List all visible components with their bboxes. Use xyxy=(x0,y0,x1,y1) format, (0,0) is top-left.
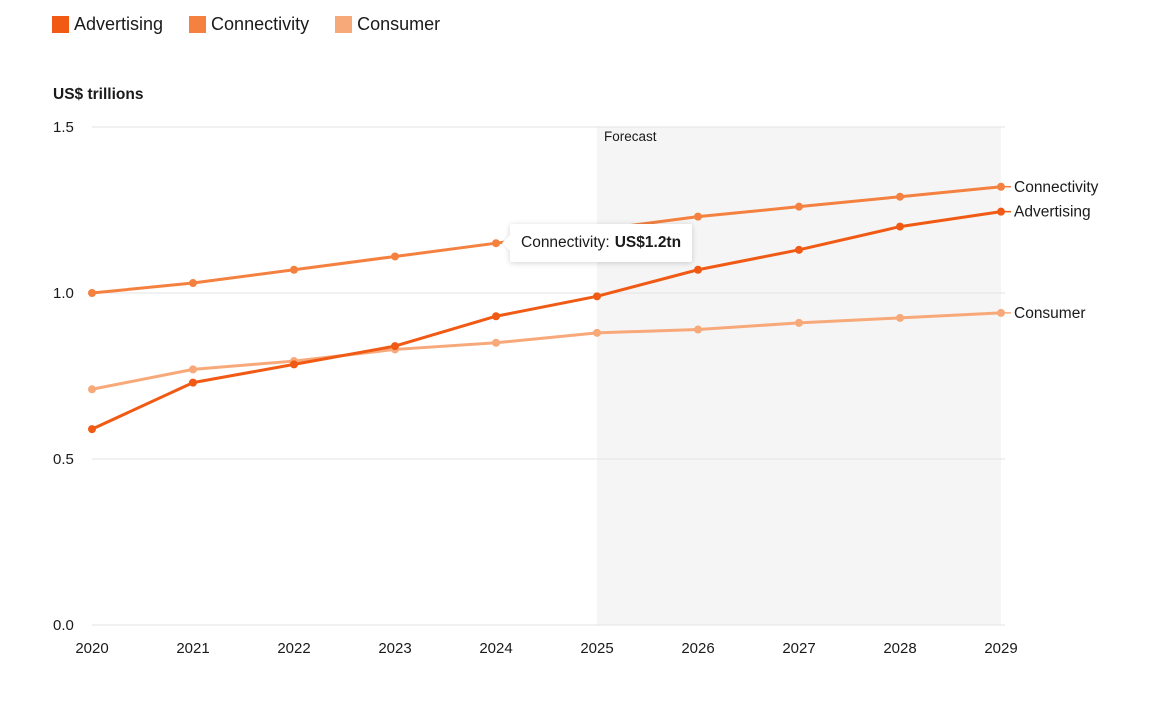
x-tick-label: 2026 xyxy=(681,640,714,657)
data-point-advertising xyxy=(593,292,601,301)
data-point-advertising xyxy=(896,222,904,231)
forecast-label: Forecast xyxy=(604,129,657,144)
end-label-advertising: Advertising xyxy=(1014,204,1091,221)
x-tick-label: 2029 xyxy=(984,640,1017,657)
series-line-advertising xyxy=(91,210,1002,431)
y-tick-label: 1.0 xyxy=(53,285,74,302)
legend-item-advertising[interactable]: Advertising xyxy=(52,14,163,35)
data-point-consumer xyxy=(492,338,500,347)
x-tick-label: 2021 xyxy=(176,640,209,657)
data-point-connectivity xyxy=(896,192,904,201)
x-tick-label: 2023 xyxy=(378,640,411,657)
legend-swatch-connectivity xyxy=(189,16,207,33)
data-point-advertising xyxy=(795,245,803,254)
y-tick-label: 0.5 xyxy=(53,451,74,468)
x-tick-label: 2024 xyxy=(479,640,512,657)
legend-label: Advertising xyxy=(74,14,164,34)
y-tick-label: 1.5 xyxy=(53,119,74,136)
data-point-advertising xyxy=(88,425,96,434)
data-tooltip: Connectivity: US$1.2tn xyxy=(510,224,693,262)
data-point-advertising xyxy=(391,342,399,351)
data-point-advertising xyxy=(492,312,500,321)
x-tick-label: 2028 xyxy=(883,640,916,657)
data-point-connectivity xyxy=(290,265,298,274)
legend-swatch-consumer xyxy=(335,16,353,33)
forecast-region xyxy=(597,127,1001,625)
data-point-connectivity xyxy=(391,252,399,261)
data-point-connectivity xyxy=(492,239,500,248)
series-line-consumer xyxy=(91,311,1002,391)
data-point-advertising xyxy=(189,378,197,387)
data-point-advertising xyxy=(290,360,298,369)
legend-label: Consumer xyxy=(357,14,441,34)
data-point-connectivity xyxy=(694,212,702,221)
x-tick-label: 2020 xyxy=(75,640,108,657)
data-point-consumer xyxy=(88,385,96,394)
x-tick-label: 2027 xyxy=(782,640,815,657)
x-tick-label: 2022 xyxy=(277,640,310,657)
legend: Advertising Connectivity Consumer xyxy=(52,14,466,35)
data-point-connectivity xyxy=(189,279,197,288)
data-point-connectivity xyxy=(88,289,96,297)
y-axis-unit-label: US$ trillions xyxy=(53,86,144,103)
x-tick-label: 2025 xyxy=(580,640,613,657)
data-point-consumer xyxy=(189,365,197,374)
data-point-consumer xyxy=(795,318,803,327)
data-point-consumer xyxy=(694,325,702,334)
data-point-advertising xyxy=(694,265,702,274)
data-point-connectivity xyxy=(795,202,803,211)
legend-item-consumer[interactable]: Consumer xyxy=(335,14,440,35)
tooltip-value: US$1.2tn xyxy=(614,234,682,251)
legend-label: Connectivity xyxy=(211,14,310,34)
legend-swatch-advertising xyxy=(52,16,69,33)
data-point-consumer xyxy=(896,313,904,322)
tooltip-series: Connectivity: xyxy=(521,234,610,251)
end-label-connectivity: Connectivity xyxy=(1014,179,1099,196)
legend-item-connectivity[interactable]: Connectivity xyxy=(189,14,309,35)
y-tick-label: 0.0 xyxy=(53,617,74,634)
data-point-consumer xyxy=(593,328,601,337)
end-label-consumer: Consumer xyxy=(1014,305,1086,322)
